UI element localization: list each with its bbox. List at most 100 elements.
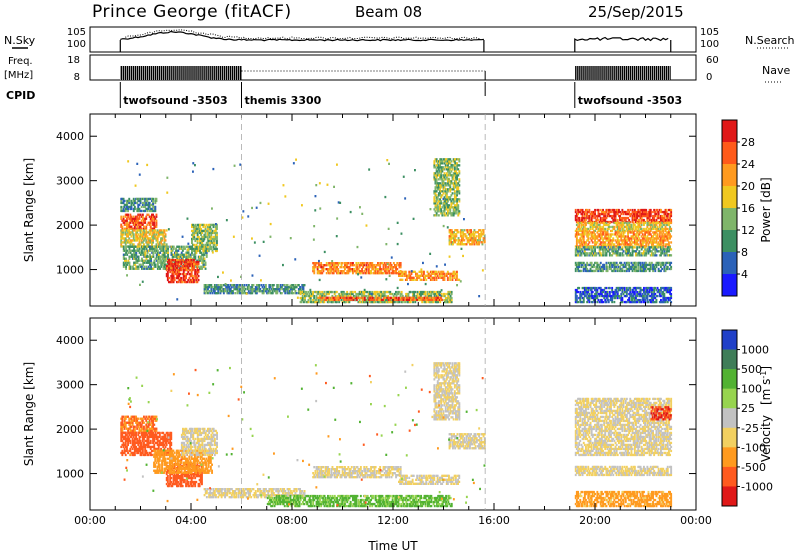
power-cell [589,246,592,249]
power-cell [310,294,313,298]
power-cell [309,294,312,298]
power-cell [602,254,604,257]
power-cell [346,294,349,298]
power-cell [638,250,641,253]
power-cell [436,210,439,213]
power-cell [163,257,166,260]
power-cell [574,245,577,248]
power-cell [147,261,150,264]
power-cell [144,233,147,236]
power-cell [603,210,606,214]
power-cell [433,196,436,199]
power-cell [149,259,151,262]
power-cell [453,168,456,171]
power-cell [434,166,437,169]
power-cell [138,235,141,238]
power-cell [141,201,144,205]
power-cell [629,254,632,257]
power-cell [143,209,145,213]
power-cell [213,284,216,287]
power-cell [478,243,480,246]
power-cell [423,290,426,294]
power-cell [640,254,643,257]
power-cell [345,292,347,296]
power-cell [201,239,204,243]
power-cell [433,290,436,294]
power-cell [204,249,207,253]
power-cell [616,212,619,216]
power-cell [637,227,640,231]
power-cell [122,205,125,209]
power-cell [162,251,165,254]
power-cell [652,221,654,225]
power-cell [204,235,207,239]
power-cell [186,262,189,266]
power-cell [317,264,320,267]
power-cell [299,296,302,300]
power-cell [386,296,389,299]
power-cell [613,212,616,216]
power-cell [147,267,150,270]
power-cell [216,235,218,239]
power-cell [668,233,670,236]
power-cell [445,176,448,179]
power-cell [217,290,220,293]
power-cell [203,290,206,293]
power-cell [141,241,144,244]
power-cell [390,266,393,269]
power-cell [339,272,342,275]
power-cell [587,269,590,273]
power-cell [161,261,164,264]
power-cell [135,255,138,258]
power-cell [629,223,632,227]
power-cell [137,223,140,226]
power-cell [149,253,151,256]
power-cell [278,288,281,291]
power-cell [151,235,153,238]
power-cell [320,266,323,269]
power-cell [602,216,604,220]
power-cell [163,237,166,240]
power-cell [431,290,434,294]
power-cell [455,162,457,165]
power-cell [662,243,665,246]
power-cell [226,290,229,293]
power-cell [206,241,209,245]
power-cell [663,212,666,216]
power-cell [448,188,451,191]
power-cell [451,198,454,201]
power-cell [664,245,667,248]
power-cell [449,296,452,300]
power-cell [594,269,596,273]
power-cell [456,272,458,275]
power-cell [208,233,210,237]
power-cell [132,237,135,240]
power-cell [621,221,624,225]
power-cell [193,260,195,264]
power-cell [656,235,659,238]
power-cell [666,246,669,249]
power-cell [446,296,449,300]
power-cell [649,221,652,225]
power-cell [602,250,604,253]
power-cell [435,196,438,199]
power-cell [313,300,316,304]
power-cell [613,246,616,249]
power-cell [621,241,624,244]
power-cell [220,286,223,289]
power-cell [622,235,625,238]
power-cell [359,300,362,304]
power-cell [620,239,623,242]
power-cell [652,243,654,246]
power-cell [622,227,625,231]
power-cell [340,292,343,296]
power-cell [661,250,664,253]
power-cell [146,203,149,207]
power-cell [450,170,453,173]
power-cell [453,272,456,275]
power-cell [152,233,154,236]
power-cell [585,248,587,251]
power-cell [133,257,135,260]
power-cell [138,225,141,228]
power-cell [627,248,629,251]
